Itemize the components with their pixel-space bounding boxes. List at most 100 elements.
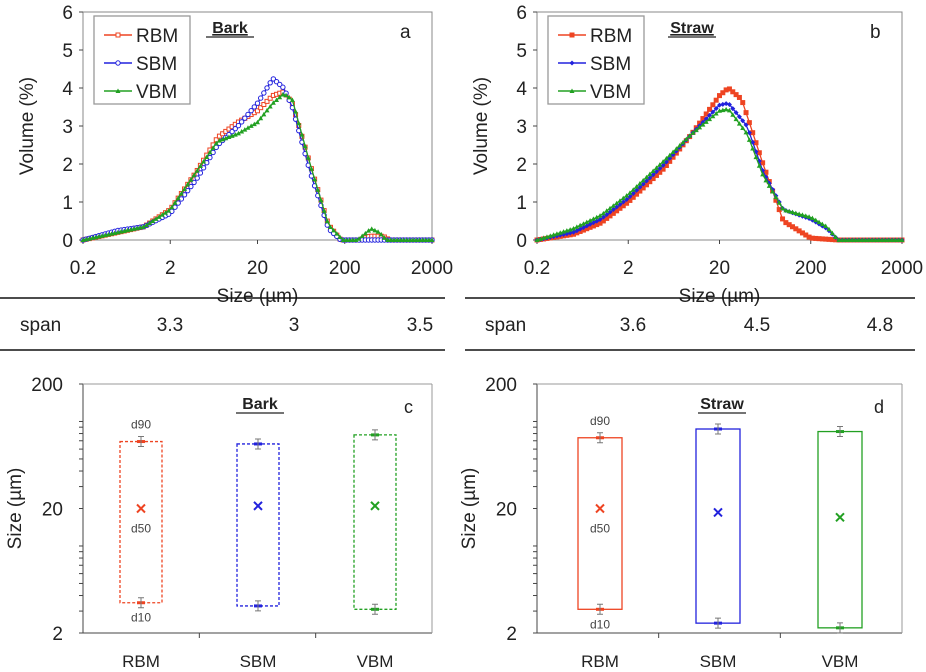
- data-point-SBM: [614, 204, 620, 210]
- data-point-VBM: [204, 154, 210, 159]
- data-point-SBM: [257, 95, 264, 101]
- data-point-SBM: [733, 110, 739, 116]
- data-point-VBM: [299, 132, 305, 137]
- data-point-VBM: [289, 97, 295, 103]
- data-point-VBM: [624, 193, 630, 198]
- error-bar: [255, 600, 261, 612]
- data-point-RBM: [261, 102, 267, 108]
- data-point-VBM: [407, 237, 413, 242]
- data-point-VBM: [733, 116, 739, 122]
- data-point-VBM: [693, 127, 699, 133]
- y-tick-label: 2: [516, 155, 527, 176]
- span-value: 3.6: [620, 315, 646, 336]
- data-point-VBM: [730, 112, 736, 117]
- data-point-VBM: [337, 234, 343, 240]
- annotation-d50: d50: [131, 522, 151, 536]
- data-point-VBM: [600, 210, 606, 216]
- data-point-VBM: [580, 221, 586, 226]
- data-point-VBM: [707, 116, 713, 122]
- y-tick-label: 200: [485, 375, 517, 396]
- data-point-RBM: [730, 89, 736, 95]
- data-point-VBM: [318, 197, 324, 203]
- data-point-VBM: [255, 119, 260, 125]
- data-point-VBM: [607, 205, 613, 211]
- data-point-VBM: [223, 135, 229, 141]
- data-point-VBM: [634, 184, 640, 189]
- data-point-VBM: [334, 231, 340, 236]
- data-point-VBM: [743, 129, 749, 135]
- data-point-SBM: [248, 107, 254, 114]
- data-point-VBM: [397, 237, 403, 242]
- category-label: VBM: [822, 652, 859, 671]
- data-point-VBM: [843, 237, 849, 242]
- data-point-VBM: [147, 220, 153, 226]
- y-tick-label: 0: [516, 231, 527, 252]
- data-point-VBM: [783, 207, 789, 213]
- data-point-VBM: [261, 111, 267, 117]
- data-point-RBM: [743, 110, 749, 116]
- y-axis-label: Volume (%): [471, 77, 492, 175]
- y-tick-label: 2: [62, 155, 73, 176]
- y-tick-label: 4: [62, 79, 73, 100]
- span-value: 3.3: [157, 315, 183, 336]
- data-point-VBM: [644, 174, 649, 180]
- data-point-VBM: [226, 134, 232, 140]
- annotation-d90: d90: [590, 414, 610, 428]
- data-point-VBM: [239, 129, 245, 134]
- data-point-VBM: [849, 237, 855, 242]
- data-point-VBM: [182, 186, 188, 191]
- data-point-SBM: [713, 106, 719, 112]
- legend-marker-VBM: [569, 88, 575, 93]
- x-tick-label: 200: [795, 258, 827, 279]
- data-point-VBM: [803, 213, 809, 218]
- legend-label: SBM: [590, 54, 631, 75]
- data-point-VBM: [369, 226, 375, 231]
- data-point-SBM: [720, 101, 726, 107]
- data-point-SBM: [245, 111, 251, 118]
- data-point-VBM: [308, 166, 314, 171]
- data-point-VBM: [375, 229, 381, 234]
- data-point-VBM: [150, 218, 156, 223]
- y-tick-label: 1: [516, 193, 527, 214]
- panel-title: Bark: [212, 20, 248, 37]
- data-point-VBM: [670, 149, 676, 154]
- data-point-SBM: [717, 102, 722, 108]
- d50-marker-SBM: [713, 507, 723, 518]
- y-axis-label: Size (µm): [5, 468, 26, 550]
- data-point-VBM: [426, 237, 432, 242]
- legend-label: VBM: [136, 82, 177, 103]
- data-point-SBM: [597, 216, 603, 222]
- data-point-VBM: [647, 171, 653, 177]
- data-point-VBM: [620, 195, 626, 201]
- error-bar: [715, 617, 721, 629]
- error-bar: [597, 603, 603, 615]
- data-point-VBM: [736, 121, 742, 126]
- data-point-VBM: [876, 237, 882, 242]
- data-point-SBM: [264, 85, 270, 91]
- annotation-d10: d10: [590, 617, 610, 631]
- data-point-VBM: [197, 163, 203, 169]
- data-point-SBM: [610, 207, 616, 213]
- data-point-VBM: [846, 237, 852, 242]
- d50-marker-RBM: [595, 503, 605, 514]
- data-point-RBM: [736, 94, 742, 100]
- data-point-VBM: [627, 190, 633, 195]
- data-point-VBM: [859, 237, 865, 242]
- data-point-VBM: [799, 212, 805, 217]
- data-point-RBM: [760, 160, 766, 166]
- data-point-SBM: [261, 90, 267, 96]
- data-point-SBM: [617, 202, 623, 208]
- data-point-SBM: [267, 80, 273, 86]
- data-point-VBM: [816, 219, 822, 225]
- x-tick-label: 20: [709, 258, 730, 279]
- data-point-SBM: [736, 114, 742, 120]
- data-point-VBM: [185, 181, 191, 187]
- category-label: SBM: [240, 652, 277, 671]
- data-point-VBM: [710, 113, 716, 119]
- data-point-VBM: [697, 124, 703, 130]
- data-point-VBM: [833, 234, 839, 239]
- data-point-VBM: [896, 237, 902, 242]
- data-point-VBM: [836, 237, 842, 242]
- data-point-RBM: [255, 108, 260, 114]
